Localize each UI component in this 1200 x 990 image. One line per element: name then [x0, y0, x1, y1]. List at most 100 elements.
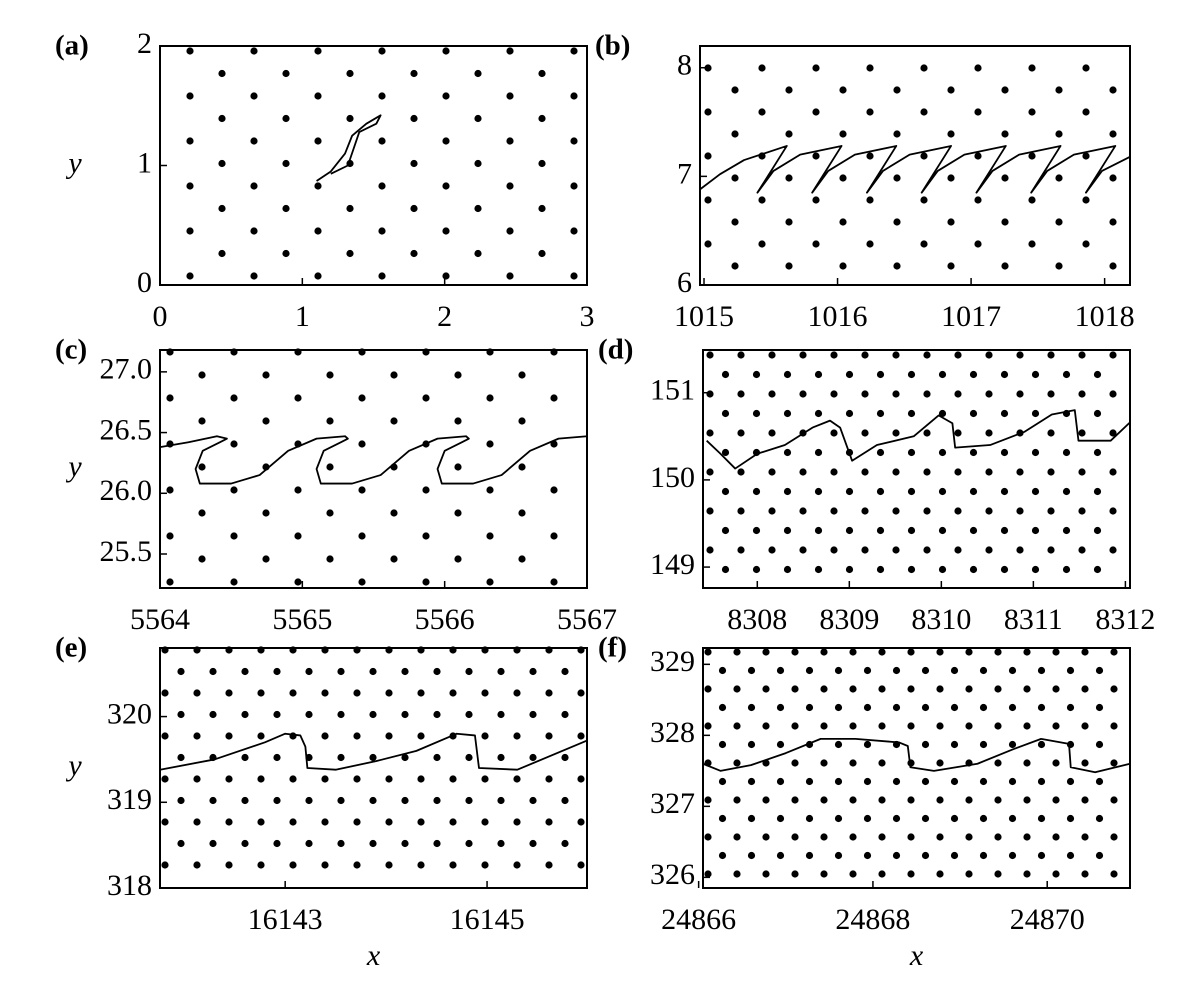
obstacle	[747, 740, 756, 749]
obstacle	[876, 370, 885, 379]
obstacle	[422, 486, 430, 494]
obstacle	[866, 64, 874, 72]
obstacle	[762, 796, 770, 804]
obstacle	[936, 685, 944, 693]
obstacle	[805, 666, 814, 675]
obstacle	[965, 722, 973, 730]
obstacle	[985, 390, 993, 398]
obstacle	[704, 722, 712, 730]
obstacle	[1000, 370, 1009, 379]
obstacle	[920, 152, 928, 160]
obstacle	[737, 546, 745, 554]
obstacle	[747, 703, 756, 712]
obstacle	[577, 689, 585, 697]
obstacle	[878, 796, 886, 804]
obstacle	[737, 390, 745, 398]
obstacle	[1082, 64, 1090, 72]
y-tick-label: 2	[137, 27, 152, 60]
obstacle	[314, 92, 322, 100]
obstacle	[1037, 703, 1046, 712]
obstacle	[442, 92, 450, 100]
trajectory	[699, 145, 1131, 194]
obstacle	[225, 818, 233, 826]
obstacle	[225, 732, 233, 740]
obstacle	[1081, 722, 1089, 730]
obstacle	[863, 703, 872, 712]
obstacle	[863, 740, 872, 749]
obstacle	[752, 526, 761, 535]
obstacle	[1081, 685, 1089, 693]
obstacle	[1037, 666, 1046, 675]
obstacle	[1037, 851, 1046, 860]
obstacle	[314, 272, 322, 280]
obstacle	[834, 740, 843, 749]
x-tick-label: 8310	[911, 603, 971, 636]
obstacle	[776, 666, 785, 675]
obstacle	[1047, 351, 1055, 359]
obstacle	[346, 114, 354, 123]
obstacle	[1082, 240, 1090, 248]
obstacle	[1000, 448, 1009, 457]
x-tick-label: 8311	[1004, 603, 1063, 636]
obstacle	[177, 710, 185, 719]
obstacle	[353, 818, 361, 826]
obstacle	[965, 648, 973, 656]
y-tick-label: 150	[650, 461, 695, 494]
obstacle	[289, 775, 297, 783]
obstacle	[965, 870, 973, 878]
x-tick-label: 1018	[1075, 300, 1135, 333]
obstacle	[920, 108, 928, 116]
obstacle	[814, 526, 823, 535]
obstacle	[273, 839, 281, 848]
obstacle	[550, 486, 558, 494]
obstacle	[733, 833, 741, 841]
obstacle	[921, 814, 930, 823]
obstacle	[979, 740, 988, 749]
obstacle	[465, 839, 473, 848]
panel-label: (b)	[595, 30, 630, 62]
obstacle	[892, 703, 901, 712]
obstacle	[791, 833, 799, 841]
obstacle	[820, 648, 828, 656]
panel-label: (c)	[55, 334, 87, 366]
obstacle	[820, 870, 828, 878]
obstacle	[497, 753, 505, 762]
obstacle	[193, 689, 201, 697]
obstacle	[731, 218, 739, 226]
y-axis-label: y	[65, 146, 82, 179]
obstacle	[305, 710, 313, 719]
obstacle	[570, 272, 578, 280]
obstacle	[923, 351, 931, 359]
obstacle	[1078, 507, 1086, 515]
obstacle	[907, 370, 916, 379]
obstacle	[892, 851, 901, 860]
obstacle	[326, 555, 334, 563]
obstacle	[257, 732, 265, 740]
obstacle	[273, 753, 281, 762]
obstacle	[747, 814, 756, 823]
obstacle	[721, 448, 730, 457]
obstacle	[550, 578, 558, 586]
obstacle	[830, 351, 838, 359]
obstacle	[433, 753, 441, 762]
x-tick-label: 24866	[661, 903, 736, 936]
obstacle	[166, 532, 174, 540]
obstacle	[257, 818, 265, 826]
obstacle	[390, 417, 398, 425]
obstacle	[529, 796, 537, 805]
obstacle	[845, 487, 854, 496]
obstacle	[1052, 685, 1060, 693]
obstacle	[513, 732, 521, 740]
obstacle	[225, 775, 233, 783]
y-tick-label: 326	[650, 858, 695, 891]
obstacle	[733, 685, 741, 693]
obstacle	[186, 182, 194, 190]
obstacle	[378, 92, 386, 100]
x-tick-label: 0	[153, 300, 168, 333]
obstacle	[863, 777, 872, 786]
obstacle	[518, 509, 526, 517]
obstacle	[177, 839, 185, 848]
x-tick-label: 24870	[1010, 903, 1085, 936]
obstacle	[834, 703, 843, 712]
